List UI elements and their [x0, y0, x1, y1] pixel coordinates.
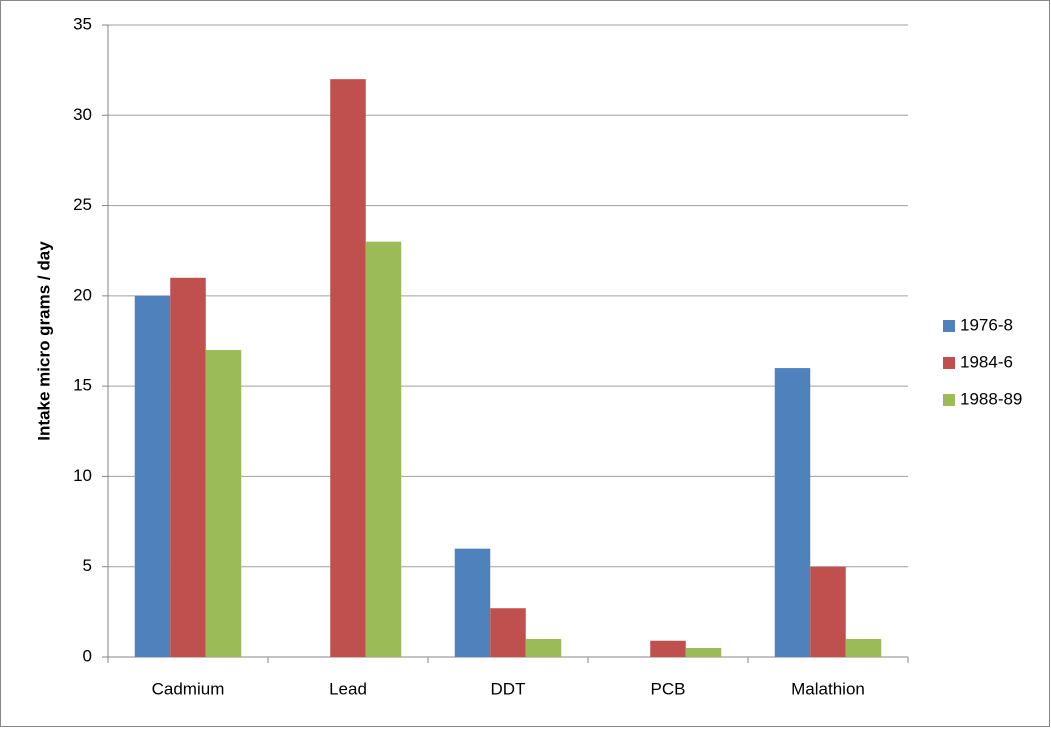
bar — [134, 295, 171, 657]
legend-label: 1984-6 — [960, 352, 1013, 371]
x-tick-label: Cadmium — [152, 679, 225, 698]
legend-swatch — [943, 394, 955, 406]
legend-label: 1988-89 — [960, 389, 1022, 408]
bar — [685, 647, 722, 657]
y-tick-label: 20 — [73, 285, 92, 304]
y-tick-label: 15 — [73, 376, 92, 395]
bar — [365, 241, 402, 657]
y-tick-label: 30 — [73, 105, 92, 124]
bar — [454, 548, 491, 657]
y-tick-label: 0 — [83, 646, 92, 665]
bar — [774, 368, 811, 657]
bar — [845, 638, 882, 657]
y-tick-label: 25 — [73, 195, 92, 214]
bar — [330, 79, 366, 657]
y-tick-label: 35 — [73, 14, 92, 33]
y-tick-label: 10 — [73, 466, 92, 485]
bar — [810, 566, 846, 657]
y-tick-label: 5 — [83, 556, 92, 575]
bar — [650, 640, 686, 657]
bar — [205, 350, 242, 657]
legend-label: 1976-8 — [960, 315, 1013, 334]
y-axis-title: Intake micro grams / day — [34, 241, 53, 441]
x-tick-label: Lead — [329, 679, 367, 698]
x-tick-label: Malathion — [791, 679, 865, 698]
legend-swatch — [943, 320, 955, 332]
bar — [490, 608, 526, 657]
x-tick-label: DDT — [491, 679, 526, 698]
legend-swatch — [943, 357, 955, 369]
x-tick-label: PCB — [651, 679, 686, 698]
bar — [170, 277, 206, 657]
bar — [525, 638, 562, 657]
